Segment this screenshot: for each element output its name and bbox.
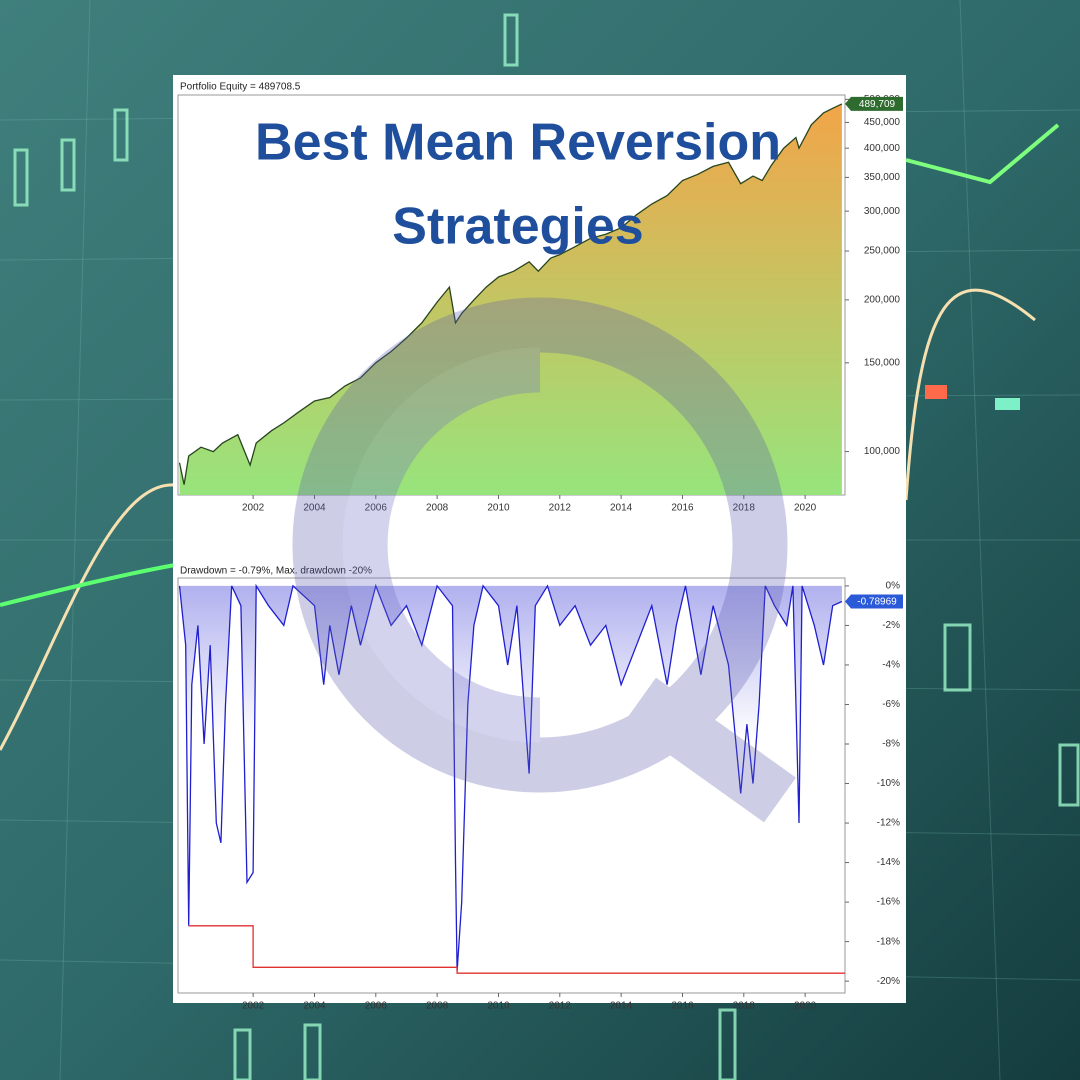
y-tick-label: -16% <box>877 897 900 908</box>
area-fill <box>179 103 842 496</box>
chart-title: Portfolio Equity = 489708.5 <box>180 82 301 93</box>
x-tick-label: 2020 <box>794 1001 817 1012</box>
y-tick-label: -14% <box>877 857 900 868</box>
headline: Strategies <box>392 198 643 256</box>
series-line <box>188 925 845 974</box>
chart-title: Drawdown = -0.79%, Max. drawdown -20% <box>180 566 372 577</box>
overlay: Best Mean Reversion Strategies <box>255 114 796 823</box>
x-tick-label: 2018 <box>733 1001 756 1012</box>
x-tick-label: 2006 <box>365 1001 388 1012</box>
y-tick-label: -4% <box>882 660 900 671</box>
x-tick-label: 2012 <box>549 503 572 514</box>
x-tick-label: 2010 <box>487 503 510 514</box>
end-label: -0.78969 <box>857 597 897 608</box>
x-tick-label: 2004 <box>303 1001 326 1012</box>
x-tick-label: 2018 <box>733 503 756 514</box>
x-tick-label: 2002 <box>242 503 265 514</box>
panel-gap <box>173 515 906 560</box>
x-tick-label: 2012 <box>549 1001 572 1012</box>
y-tick-label: 0% <box>886 581 901 592</box>
y-tick-label: -12% <box>877 818 900 829</box>
y-tick-label: 450,000 <box>864 117 901 128</box>
x-tick-label: 2002 <box>242 1001 265 1012</box>
end-label-box <box>845 96 903 111</box>
y-tick-label: 100,000 <box>864 446 901 457</box>
y-tick-label: -20% <box>877 976 900 987</box>
x-tick-label: 2004 <box>303 503 326 514</box>
series-line <box>178 103 843 485</box>
headline: Best Mean Reversion <box>255 114 781 172</box>
y-tick-label: 300,000 <box>864 206 901 217</box>
plot-frame <box>177 577 846 994</box>
x-tick-label: 2010 <box>487 1001 510 1012</box>
x-tick-label: 2008 <box>426 1001 449 1012</box>
x-tick-label: 2008 <box>426 503 449 514</box>
x-tick-label: 2016 <box>671 1001 694 1012</box>
x-tick-label: 2020 <box>794 503 817 514</box>
series-line <box>178 583 843 972</box>
y-tick-label: -18% <box>877 936 900 947</box>
x-tick-label: 2014 <box>610 503 633 514</box>
y-tick-label: -2% <box>882 620 900 631</box>
x-tick-label: 2016 <box>671 503 694 514</box>
y-tick-label: -6% <box>882 699 900 710</box>
y-tick-label: 350,000 <box>864 172 901 183</box>
y-tick-label: 200,000 <box>864 295 901 306</box>
y-tick-label: -8% <box>882 739 900 750</box>
x-tick-label: 2014 <box>610 1001 633 1012</box>
y-tick-label: -10% <box>877 778 900 789</box>
end-label-box <box>845 594 903 609</box>
area-fill <box>179 585 842 972</box>
watermark-logo <box>292 297 796 823</box>
y-tick-label: 250,000 <box>864 246 901 257</box>
end-label: 489,709 <box>859 99 896 110</box>
y-tick-label: 400,000 <box>864 143 901 154</box>
x-tick-label: 2006 <box>365 503 388 514</box>
y-tick-label: 150,000 <box>864 357 901 368</box>
